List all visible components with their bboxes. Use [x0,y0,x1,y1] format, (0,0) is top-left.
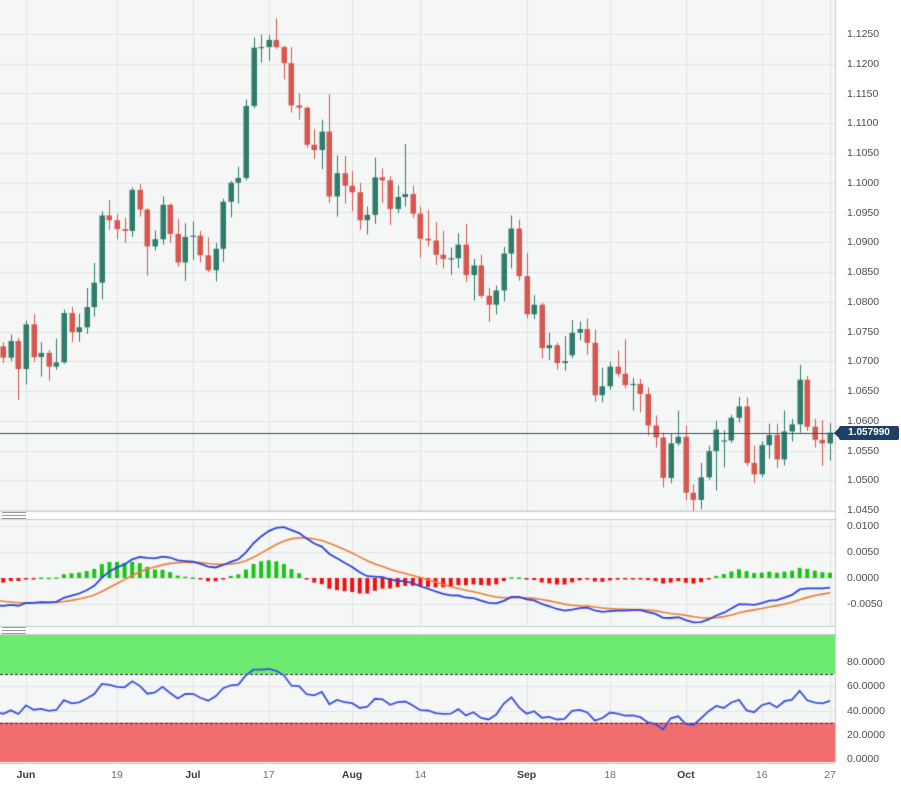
y-axis-label: 1.1250 [847,28,880,40]
x-axis-label: 17 [262,769,275,781]
y-axis-label: 80.0000 [847,656,885,668]
x-axis-label: Jul [185,769,201,781]
y-axis-label: 20.0000 [847,728,885,741]
y-axis-label: 1.0550 [847,444,880,457]
last-price-tag: 1.057990 [834,426,899,440]
y-axis-label: 1.0650 [847,385,880,397]
x-axis-label: 14 [414,769,427,781]
y-axis-label: 1.1000 [847,176,880,189]
y-axis-label: 1.0500 [847,474,880,487]
macd-panel-resize-handle-icon[interactable] [2,512,26,519]
y-axis-label: 1.1200 [847,57,880,70]
x-axis-label: 18 [604,769,616,781]
x-axis-label: 27 [824,769,836,781]
price-tag-arrow-icon [834,428,839,438]
y-axis-label: 0.0000 [847,753,880,765]
y-axis-label: 0.0100 [847,520,880,532]
y-axis-label: -0.0050 [847,598,883,610]
last-price-value: 1.057990 [848,427,890,438]
y-axis-label: 1.0700 [847,355,880,368]
x-axis-label: 16 [755,769,768,781]
y-axis-label: 40.0000 [847,704,885,717]
y-axis-label: 1.0800 [847,295,880,308]
y-axis-label: 1.1150 [847,87,879,100]
y-axis-label: 1.1100 [847,117,879,130]
y-axis-label: 1.0750 [847,325,880,338]
x-axis-label: Oct [677,769,695,781]
oscillator-panel-resize-handle-icon[interactable] [2,627,26,634]
y-axis-label: 1.0950 [847,206,880,219]
y-axis-label: 1.1050 [847,147,880,159]
y-axis-label: 0.0000 [847,572,880,584]
y-axis-label: 60.0000 [847,680,885,693]
y-axis-label: 1.0850 [847,266,880,278]
y-axis-label: 1.0450 [847,504,880,516]
x-axis-label: Aug [341,769,363,781]
x-axis-label: Jun [16,769,36,781]
x-axis-label: Sep [516,769,537,781]
x-axis-label: 19 [111,769,123,781]
y-axis-label: 1.0900 [847,236,880,249]
y-axis-label: 1.0600 [847,414,880,427]
y-axis-label: 0.0050 [847,546,880,558]
